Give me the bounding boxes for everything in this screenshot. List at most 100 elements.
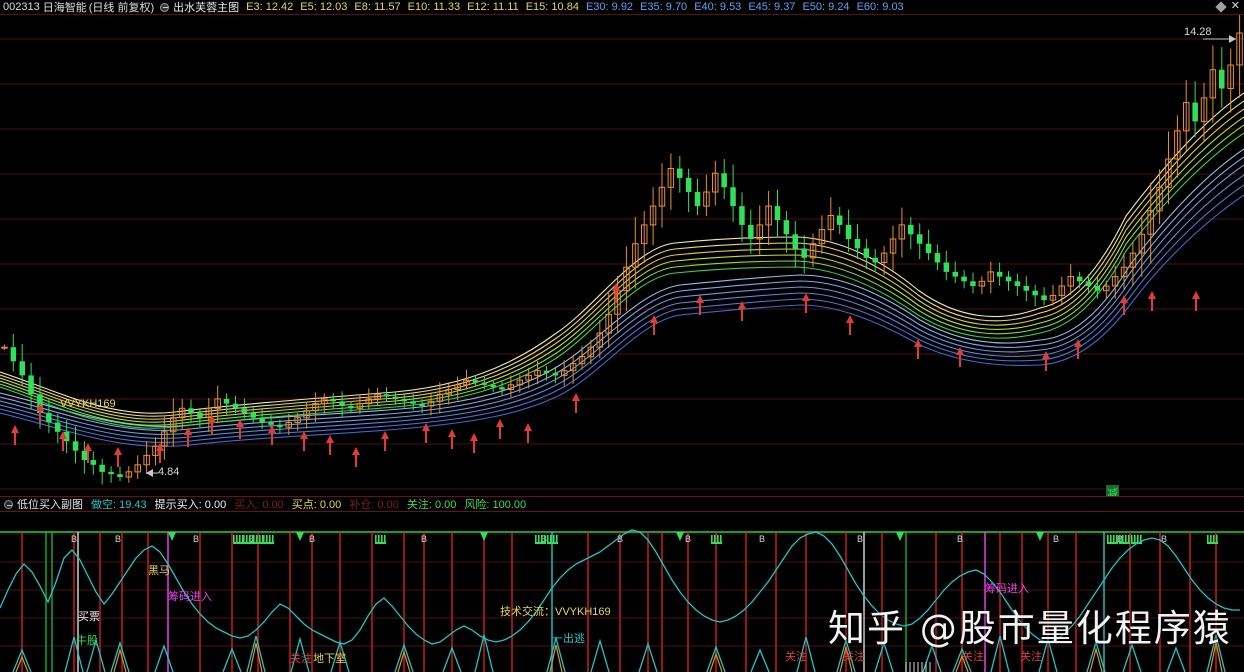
sub-grid-lines [0,533,1244,647]
peak-shape [330,639,350,672]
peak-shape [1122,642,1142,672]
peak-shape [110,640,130,672]
b-marker: B [71,534,77,544]
ma-ribbon-short [0,92,1244,429]
peak-shape [1166,646,1186,672]
peak-shape [290,636,310,672]
sub-annotation: 买票 [78,611,100,623]
buy-arrow-icon [59,431,67,451]
buy-arrow-icon [114,447,122,467]
buy-arrow-icon [84,443,92,463]
circle-dash-icon-sub[interactable] [4,499,13,509]
grid-lines [0,38,1244,490]
buy-arrow-icon [156,443,164,463]
b-marker: B [957,534,963,544]
buy-arrow-icon [300,431,308,451]
crown-marker [1207,535,1218,544]
peak-shape [952,647,972,672]
ma-value-e50: E50: 9.24 [802,1,850,13]
sub-field-buypoint: 买点: 0.00 [291,499,342,511]
low-price-marker [146,469,158,477]
peak-shape [590,638,610,672]
peak-shape-inner [1209,641,1223,672]
buy-arrow-icon [524,423,532,443]
main-price-chart[interactable]: 14.28 4.84 VVYKH169 减 [0,15,1244,496]
peak-shape [12,648,32,672]
ma-value-e60: E60: 9.03 [856,1,904,13]
sub-annotation: 关注 [962,651,984,663]
ma-value-e3: E3: 12.42 [246,1,294,13]
peak-shape [246,635,266,672]
sub-field-risk: 风险: 100.00 [464,499,527,511]
sub-annotation: 技术交流：VVYKH169 [500,606,611,618]
buy-arrow-icon [802,293,810,313]
peak-shape [222,647,242,672]
peak-shape [64,636,84,672]
peak-shape [442,646,462,672]
peak-shape [796,636,816,672]
main-indicator-name[interactable]: 出水芙蓉主图 [173,2,240,14]
buy-arrow-icon [1042,351,1050,371]
down-arrow-icon [168,532,176,541]
crown-marker [243,535,254,544]
buy-arrow-icon [236,419,244,439]
buy-signal-arrows [11,283,1200,467]
buy-arrow-icon [846,315,854,335]
crown-marker [1119,535,1130,544]
circle-dash-icon[interactable] [160,2,170,12]
crown-marker [233,535,244,544]
b-marker: B [193,534,199,544]
sub-indicator-name[interactable]: 低位买入副图 [17,499,83,511]
peak-shape-inner [1089,646,1103,672]
buy-arrow-icon [448,429,456,449]
b-marker: B [857,534,863,544]
sub-indicator-chart[interactable]: BBBBBBBBBBBBBBB 黑马筹码进入买票牛股关注地下室技术交流：VVYK… [0,512,1244,672]
peak-shape [1038,636,1058,672]
buy-arrow-icon [738,301,746,321]
buy-arrow-icon [1120,295,1128,315]
peak-shape-inner [839,646,853,672]
reduce-label: 减 [1106,485,1119,496]
peak-shape-inner [549,644,563,672]
buy-arrow-icon [352,447,360,467]
peak-shape [706,645,726,672]
sub-chart-svg: BBBBBBBBBBBBBBB [0,529,1244,672]
peak-shape-inner [113,647,127,672]
diamond-icon[interactable] [1215,0,1227,13]
ma-value-e8: E8: 11.57 [354,1,401,13]
b-marker: B [1161,534,1167,544]
crown-marker [547,535,558,544]
buy-arrow-icon [470,433,478,453]
down-arrow-icon [896,532,904,541]
ma-value-e35: E35: 9.70 [640,1,688,13]
sub-annotation: 地下室 [313,653,346,665]
lower-peak-series [12,634,1226,672]
peak-shape [394,642,414,672]
peak-shape [750,648,770,672]
sub-annotation: 牛股 [76,635,98,647]
buy-arrow-icon [381,431,389,451]
close-icon[interactable]: ✕ [1230,0,1240,12]
ma-value-e12: E12: 11.11 [467,1,519,13]
sub-field-hint-buy: 提示买入: 0.00 [154,499,227,511]
down-arrow-icon [480,532,488,541]
crown-marker [711,535,722,544]
inline-watermark: VVYKH169 [60,398,116,410]
sub-annotation: 关注 [290,653,312,665]
buy-arrow-icon [208,415,216,435]
sub-annotation: 筹码进入 [985,583,1029,595]
peak-shape [990,635,1010,672]
ma-value-e10: E10: 11.33 [407,1,461,13]
chart-period-label: (日线 前复权) [88,2,155,14]
buy-arrow-icon [422,423,430,443]
peak-shape [154,644,174,672]
sub-field-buy: 买入: 0.00 [234,499,284,511]
peak-shape-inner [397,649,411,672]
buy-arrow-icon [11,425,19,445]
symbol-name: 日海智能 [42,2,87,14]
peak-shape-inner [249,642,263,672]
buy-arrow-icon [956,347,964,367]
peak-shape [1206,634,1226,672]
b-marker: B [685,534,691,544]
sub-field-watch: 关注: 0.00 [406,499,457,511]
